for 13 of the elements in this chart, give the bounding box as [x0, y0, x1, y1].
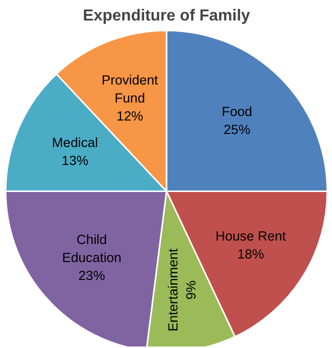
data-label: 13%	[62, 153, 88, 168]
slice-label: Child Education	[62, 232, 122, 265]
slice-label: Medical	[52, 135, 98, 150]
data-label: 18%	[237, 246, 264, 262]
data-label: 12%	[116, 108, 144, 124]
slice-label: Food	[222, 104, 252, 120]
chart-title: Expenditure of Family	[82, 8, 250, 24]
data-label: 23%	[78, 268, 106, 283]
data-label: 25%	[224, 122, 250, 138]
slice-label: Provident Fund	[102, 72, 158, 106]
slice-label: House Rent	[215, 228, 286, 244]
data-label: 9%	[184, 280, 199, 300]
slice-label: Entertainment	[166, 248, 181, 332]
